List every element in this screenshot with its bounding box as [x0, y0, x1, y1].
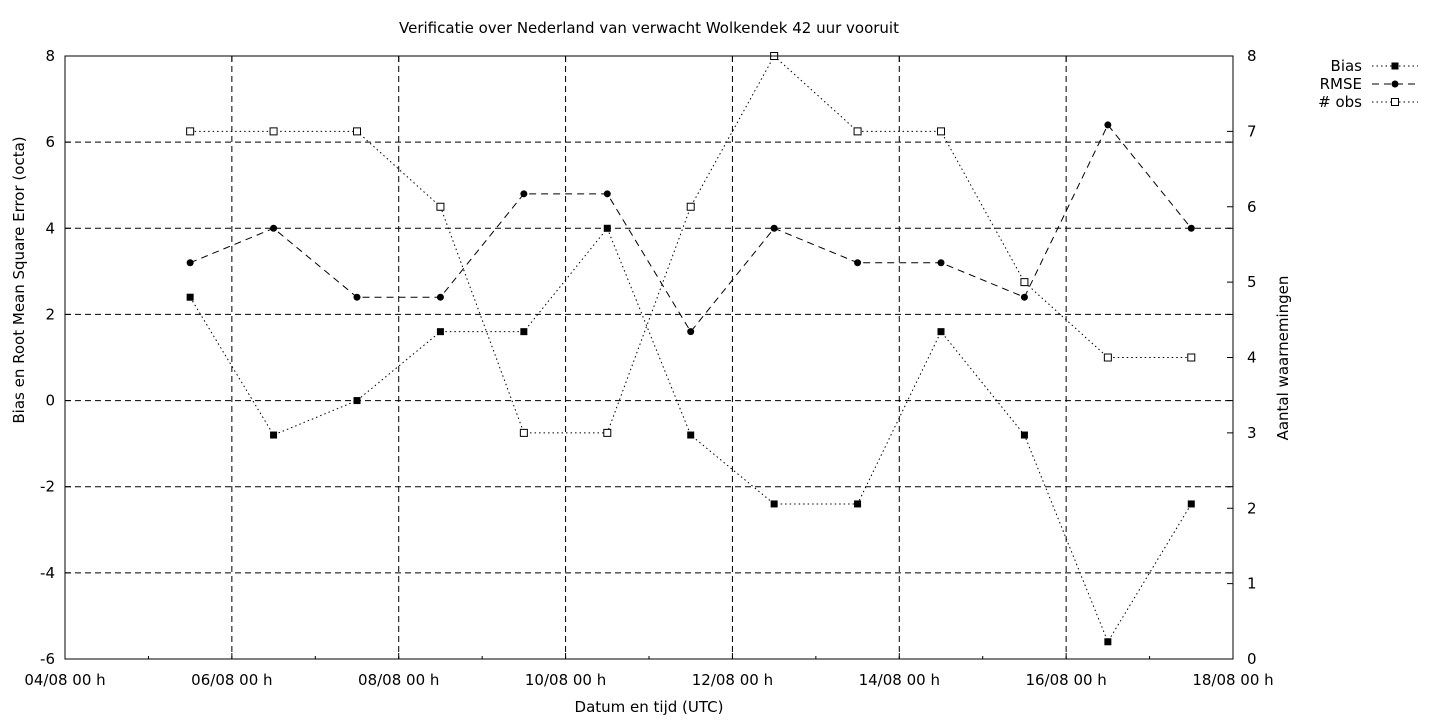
bias-data-point: [687, 431, 695, 439]
rmse-data-point: [436, 293, 444, 301]
bias-data-point: [854, 500, 862, 508]
x-tick-label: 12/08 00 h: [692, 671, 773, 689]
rmse-data-point: [270, 224, 278, 232]
rmse-data-point: [770, 224, 778, 232]
y-tick-label: 6: [45, 133, 55, 151]
rmse-data-point: [1020, 293, 1028, 301]
rmse-data-point: [937, 259, 945, 267]
y-tick-label: 2: [45, 305, 55, 323]
x-tick-label: 14/08 00 h: [859, 671, 940, 689]
y-tick-label: -4: [40, 564, 55, 582]
legend-marker-rmse: [1391, 80, 1399, 88]
bias-data-point: [937, 328, 945, 336]
rmse-data-point: [186, 259, 194, 267]
obs-data-point: [353, 127, 361, 136]
y2-tick-label: 7: [1247, 122, 1257, 140]
y2-tick-label: 2: [1247, 499, 1257, 517]
axis-ticks: -6 -4 -2 0 2 4 6 8 0 1 2 3 4 5 6 7 8 04/08 00 h 06/08 00 h…: [24, 47, 1273, 689]
obs-data-point: [1020, 278, 1029, 287]
obs-data-point: [186, 127, 195, 136]
legend-label-obs: # obs: [1318, 93, 1362, 111]
obs-data-point: [853, 127, 862, 136]
legend-marker-obs: [1391, 98, 1399, 106]
y2-axis-label: Aantal waarnemingen: [1274, 276, 1292, 441]
obs-data-point: [269, 127, 278, 136]
legend-label-bias: Bias: [1331, 57, 1363, 75]
y-tick-label: -6: [40, 650, 55, 668]
obs-data-point: [519, 428, 528, 437]
bias-data-point: [353, 397, 361, 405]
rmse-data-point: [520, 190, 528, 198]
y-axis-label: Bias en Root Mean Square Error (octa): [10, 136, 28, 423]
bias-data-point: [186, 293, 194, 301]
bias-data-point: [1020, 431, 1028, 439]
y-tick-label: -2: [40, 478, 55, 496]
y-tick-label: 4: [45, 219, 55, 237]
obs-data-point: [686, 202, 695, 211]
rmse-data-point: [1187, 224, 1195, 232]
bias-data-point: [520, 328, 528, 336]
y-tick-label: 0: [45, 392, 55, 410]
y-tick-label: 8: [45, 47, 55, 65]
y2-tick-label: 8: [1247, 47, 1257, 65]
bias-data-point: [1104, 638, 1112, 646]
y2-tick-label: 1: [1247, 575, 1257, 593]
bias-data-point: [603, 224, 611, 232]
y2-tick-label: 5: [1247, 273, 1257, 291]
rmse-data-point: [854, 259, 862, 267]
series-layer: [186, 52, 1196, 646]
rmse-data-point: [353, 293, 361, 301]
obs-data-point: [937, 127, 945, 136]
y2-tick-label: 0: [1247, 650, 1257, 668]
x-tick-label: 18/08 00 h: [1192, 671, 1273, 689]
x-tick-label: 10/08 00 h: [525, 671, 606, 689]
chart-title: Verificatie over Nederland van verwacht …: [399, 19, 899, 37]
obs-data-point: [436, 202, 445, 211]
x-tick-label: 08/08 00 h: [358, 671, 439, 689]
y2-tick-label: 4: [1247, 349, 1257, 367]
obs-data-point: [1187, 353, 1196, 362]
bias-data-point: [436, 328, 444, 336]
obs-data-point: [1103, 353, 1112, 362]
x-tick-label: 06/08 00 h: [191, 671, 272, 689]
x-axis-label: Datum en tijd (UTC): [575, 698, 724, 716]
y2-tick-label: 3: [1247, 424, 1257, 442]
x-tick-label: 04/08 00 h: [24, 671, 105, 689]
bias-data-point: [770, 500, 778, 508]
grid-lines: [65, 56, 1233, 659]
x-tick-label: 16/08 00 h: [1025, 671, 1106, 689]
plot-frame: [64, 55, 1234, 660]
rmse-data-point: [603, 190, 611, 198]
y2-tick-label: 6: [1247, 198, 1257, 216]
legend-marker-bias: [1391, 62, 1399, 70]
bias-data-point: [270, 431, 278, 439]
legend-label-rmse: RMSE: [1320, 75, 1362, 93]
obs-data-point: [603, 428, 612, 437]
rmse-data-point: [687, 328, 695, 336]
rmse-data-point: [1104, 121, 1112, 129]
bias-data-point: [1187, 500, 1195, 508]
obs-series-line: [190, 55, 1192, 434]
